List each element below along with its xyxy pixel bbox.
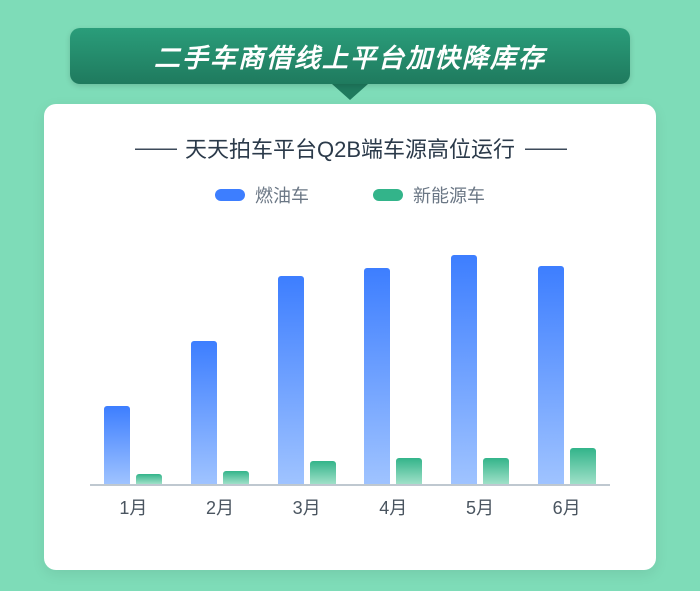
legend-swatch-fuel [215,189,245,201]
bar-nev [570,448,596,484]
bar-group [185,341,255,484]
subtitle-row: —— 天天拍车平台Q2B端车源高位运行 —— [80,132,620,164]
bar-chart: 1月 2月 3月 4月 5月 6月 [80,226,620,526]
bar-group [445,255,515,484]
bar-nev [483,458,509,484]
legend-item-nev: 新能源车 [373,182,485,208]
legend-swatch-nev [373,189,403,201]
bar-group [272,276,342,484]
bar-nev [310,461,336,484]
banner-pointer [332,84,368,100]
chart-subtitle: 天天拍车平台Q2B端车源高位运行 [185,132,515,164]
bar-fuel [278,276,304,484]
x-axis-label: 2月 [185,494,255,520]
legend-label-nev: 新能源车 [413,182,485,208]
x-axis-label: 3月 [272,494,342,520]
bar-fuel [104,406,130,484]
bar-group [98,406,168,484]
subtitle-dash-right: —— [525,135,565,161]
x-axis-label: 1月 [98,494,168,520]
banner-title: 二手车商借线上平台加快降库存 [154,38,546,75]
x-axis-label: 5月 [445,494,515,520]
bar-fuel [191,341,217,484]
bar-fuel [364,268,390,484]
bar-nev [223,471,249,484]
legend-item-fuel: 燃油车 [215,182,309,208]
bar-group [532,266,602,484]
bar-fuel [538,266,564,484]
bar-fuel [451,255,477,484]
bar-group [358,268,428,484]
bar-nev [396,458,422,484]
bar-nev [136,474,162,484]
header-banner: 二手车商借线上平台加快降库存 [70,28,630,84]
chart-card: —— 天天拍车平台Q2B端车源高位运行 —— 燃油车 新能源车 1月 2月 3月 4月… [44,104,656,570]
legend: 燃油车 新能源车 [80,182,620,208]
x-axis: 1月 2月 3月 4月 5月 6月 [90,494,610,520]
x-axis-label: 4月 [358,494,428,520]
subtitle-dash-left: —— [135,135,175,161]
x-axis-label: 6月 [532,494,602,520]
legend-label-fuel: 燃油车 [255,182,309,208]
plot-area [90,226,610,486]
